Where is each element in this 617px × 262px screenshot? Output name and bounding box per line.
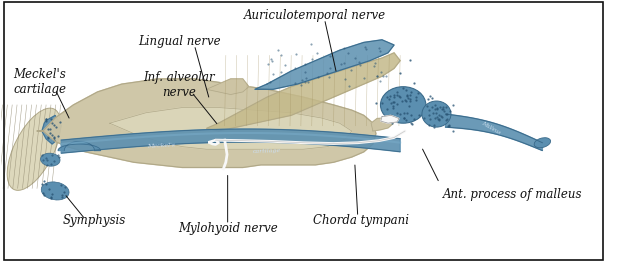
Ellipse shape xyxy=(41,153,60,166)
Text: Malleus: Malleus xyxy=(481,121,501,136)
Polygon shape xyxy=(58,141,101,151)
Polygon shape xyxy=(207,53,400,131)
Text: cartilage: cartilage xyxy=(253,148,281,154)
Polygon shape xyxy=(445,114,542,151)
Ellipse shape xyxy=(7,108,61,190)
Polygon shape xyxy=(381,115,399,123)
Text: Inf. alveolar
nerve: Inf. alveolar nerve xyxy=(143,71,215,99)
Polygon shape xyxy=(37,79,376,167)
Text: Mylohyoid nerve: Mylohyoid nerve xyxy=(178,222,278,235)
Ellipse shape xyxy=(534,138,550,148)
Text: Auriculotemporal nerve: Auriculotemporal nerve xyxy=(244,8,386,21)
Text: Meckel's
cartilage: Meckel's cartilage xyxy=(14,68,67,96)
Polygon shape xyxy=(61,129,400,153)
Text: Symphysis: Symphysis xyxy=(63,214,126,227)
Text: Chorda tympani: Chorda tympani xyxy=(313,214,409,227)
Ellipse shape xyxy=(41,182,69,200)
Ellipse shape xyxy=(381,87,426,123)
Text: Ant. process of malleus: Ant. process of malleus xyxy=(442,188,582,201)
Polygon shape xyxy=(371,118,393,131)
Text: Lingual nerve: Lingual nerve xyxy=(138,35,220,48)
Polygon shape xyxy=(255,40,394,89)
Ellipse shape xyxy=(422,101,451,127)
Polygon shape xyxy=(110,107,352,149)
Polygon shape xyxy=(207,79,249,95)
Text: Meckel's: Meckel's xyxy=(147,143,175,149)
Polygon shape xyxy=(42,115,61,144)
